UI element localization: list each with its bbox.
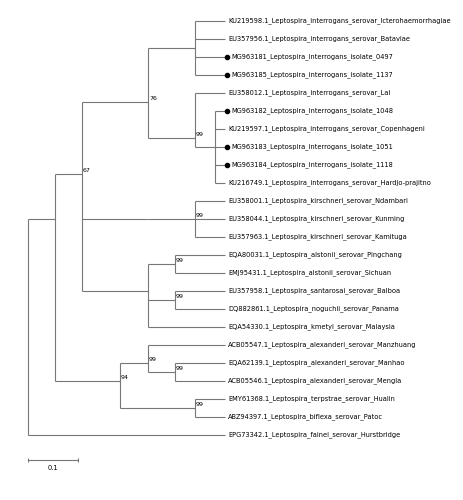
Text: EU358012.1_Leptospira_interrogans_serovar_Lai: EU358012.1_Leptospira_interrogans_serova… (228, 90, 390, 96)
Text: MG963184_Leptospira_interrogans_isolate_1118: MG963184_Leptospira_interrogans_isolate_… (232, 162, 393, 168)
Text: KU219597.1_Leptospira_interrogans_serovar_Copenhageni: KU219597.1_Leptospira_interrogans_serova… (228, 126, 425, 132)
Text: 76: 76 (149, 96, 157, 101)
Text: KU216749.1_Leptospira_interrogans_serovar_Hardjo-prajitno: KU216749.1_Leptospira_interrogans_serova… (228, 180, 431, 186)
Text: 99: 99 (176, 294, 184, 299)
Text: 0.1: 0.1 (48, 465, 58, 471)
Text: MG963183_Leptospira_interrogans_isolate_1051: MG963183_Leptospira_interrogans_isolate_… (232, 144, 393, 150)
Text: ABZ94397.1_Leptospira_biflexa_serovar_Patoc: ABZ94397.1_Leptospira_biflexa_serovar_Pa… (228, 414, 383, 420)
Text: EQA80031.1_Leptospira_alstonii_serovar_Pingchang: EQA80031.1_Leptospira_alstonii_serovar_P… (228, 252, 402, 258)
Text: MG963181_Leptospira_interrogans_isolate_0497: MG963181_Leptospira_interrogans_isolate_… (232, 54, 394, 60)
Text: 94: 94 (121, 375, 129, 380)
Text: 99: 99 (196, 213, 204, 218)
Text: EQA62139.1_Leptospira_alexanderi_serovar_Manhao: EQA62139.1_Leptospira_alexanderi_serovar… (228, 360, 405, 366)
Text: 99: 99 (149, 357, 157, 362)
Text: EMY61368.1_Leptospira_terpstrae_serovar_Hualin: EMY61368.1_Leptospira_terpstrae_serovar_… (228, 396, 395, 402)
Text: EU358001.1_Leptospira_kirschneri_serovar_Ndambari: EU358001.1_Leptospira_kirschneri_serovar… (228, 198, 408, 204)
Text: EU357958.1_Leptospira_santarosai_serovar_Balboa: EU357958.1_Leptospira_santarosai_serovar… (228, 288, 400, 294)
Text: KU219598.1_Leptospira_interrogans_serovar_Icterohaemorrhagiae: KU219598.1_Leptospira_interrogans_serova… (228, 18, 450, 24)
Text: ACB05546.1_Leptospira_alexanderi_serovar_Mengla: ACB05546.1_Leptospira_alexanderi_serovar… (228, 378, 402, 384)
Text: 99: 99 (176, 258, 184, 263)
Text: EU358044.1_Leptospira_kirschneri_serovar_Kunming: EU358044.1_Leptospira_kirschneri_serovar… (228, 216, 404, 222)
Text: 99: 99 (196, 132, 204, 137)
Text: EU357956.1_Leptospira_interrogans_serovar_Bataviae: EU357956.1_Leptospira_interrogans_serova… (228, 36, 410, 43)
Text: EQA54330.1_Leptospira_kmetyi_serovar_Malaysia: EQA54330.1_Leptospira_kmetyi_serovar_Mal… (228, 324, 395, 330)
Text: 67: 67 (83, 168, 91, 173)
Text: MG963185_Leptospira_interrogans_isolate_1137: MG963185_Leptospira_interrogans_isolate_… (232, 72, 393, 78)
Text: EPG73342.1_Leptospira_fainei_serovar_Hurstbridge: EPG73342.1_Leptospira_fainei_serovar_Hur… (228, 432, 400, 438)
Text: EMJ95431.1_Leptospira_alstonii_serovar_Sichuan: EMJ95431.1_Leptospira_alstonii_serovar_S… (228, 270, 391, 276)
Text: 99: 99 (176, 366, 184, 371)
Text: DQ882861.1_Leptospira_noguchii_serovar_Panama: DQ882861.1_Leptospira_noguchii_serovar_P… (228, 306, 399, 312)
Text: 99: 99 (196, 402, 204, 407)
Text: MG963182_Leptospira_interrogans_isolate_1048: MG963182_Leptospira_interrogans_isolate_… (232, 108, 394, 114)
Text: EU357963.1_Leptospira_kirschneri_serovar_Kamituga: EU357963.1_Leptospira_kirschneri_serovar… (228, 234, 407, 240)
Text: ACB05547.1_Leptospira_alexanderi_serovar_Manzhuang: ACB05547.1_Leptospira_alexanderi_serovar… (228, 342, 417, 348)
